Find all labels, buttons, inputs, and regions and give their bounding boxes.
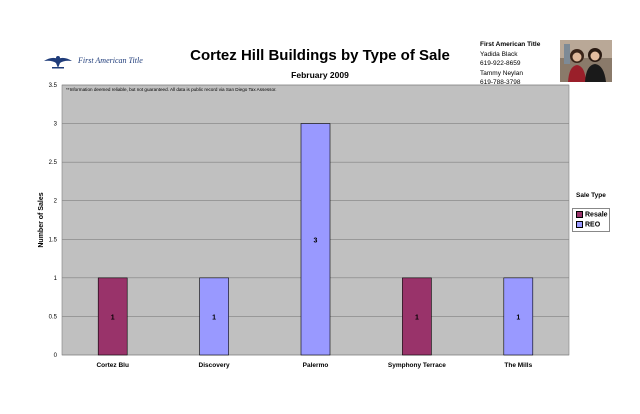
bar-resale-cortez-blu (97, 277, 128, 356)
y-tick-label: 1 (54, 276, 58, 282)
y-tick-label: 2 (54, 199, 58, 205)
x-tick-label: Discovery (199, 362, 230, 369)
x-tick-label: Symphony Terrace (388, 362, 446, 369)
y-axis-label: Number of Sales (38, 192, 45, 247)
y-tick-label: 2.5 (49, 160, 58, 166)
chart-subtitle: February 2009 (291, 70, 349, 80)
contact-block: First American Title Yadida Black 619-92… (480, 40, 540, 88)
x-tick-labels: Cortez Blu Discovery Palermo Symphony Terra… (96, 362, 532, 369)
x-tick-label: Palermo (303, 362, 329, 369)
y-tick-label: 0 (54, 353, 58, 359)
chart-title: Cortez Hill Buildings by Type of Sale (190, 47, 450, 64)
x-tick-label: The Mills (504, 362, 532, 369)
first-american-eagle-logo (44, 56, 72, 69)
x-tick-label: Cortez Blu (96, 362, 129, 369)
contact-name-2: Tammy Neylan (480, 69, 523, 77)
bar-reo-palermo (300, 123, 331, 356)
bar-resale-symphony-terrace (402, 277, 432, 356)
bars (97, 123, 534, 356)
disclaimer-text: **Information deemed reliable, but not g… (66, 87, 277, 92)
legend-item-reo: REO (576, 221, 600, 228)
data-label: 1 (516, 314, 520, 321)
data-labels: 1 1 3 1 1 (111, 237, 521, 321)
legend-swatch-resale (576, 211, 583, 218)
contact-company: First American Title (480, 41, 541, 48)
y-tick-label: 1.5 (49, 237, 58, 243)
bar-reo-discovery (199, 277, 229, 356)
legend: Resale REO (572, 208, 610, 232)
contact-phone-2: 619-788-3798 (480, 79, 521, 86)
legend-item-resale: Resale (576, 211, 608, 218)
y-tick-label: 3 (54, 122, 58, 128)
contact-phone-1: 619-922-8659 (480, 60, 521, 67)
legend-swatch-reo (576, 221, 583, 228)
y-tick-label: 0.5 (49, 314, 58, 320)
agents-photo (560, 40, 612, 82)
y-tick-labels: 0 0.5 1 1.5 2 2.5 3 3.5 (49, 83, 58, 359)
data-label: 1 (212, 314, 216, 321)
bar-reo-the-mills (503, 277, 534, 356)
logo-text: First American Title (78, 56, 143, 65)
legend-title: Sale Type (576, 192, 606, 199)
data-label: 3 (314, 237, 318, 244)
legend-label-resale: Resale (585, 211, 608, 219)
data-label: 1 (415, 314, 419, 321)
y-tick-label: 3.5 (49, 83, 58, 89)
data-label: 1 (111, 314, 115, 321)
contact-name-1: Yadida Black (480, 50, 518, 58)
legend-label-reo: REO (585, 221, 601, 229)
